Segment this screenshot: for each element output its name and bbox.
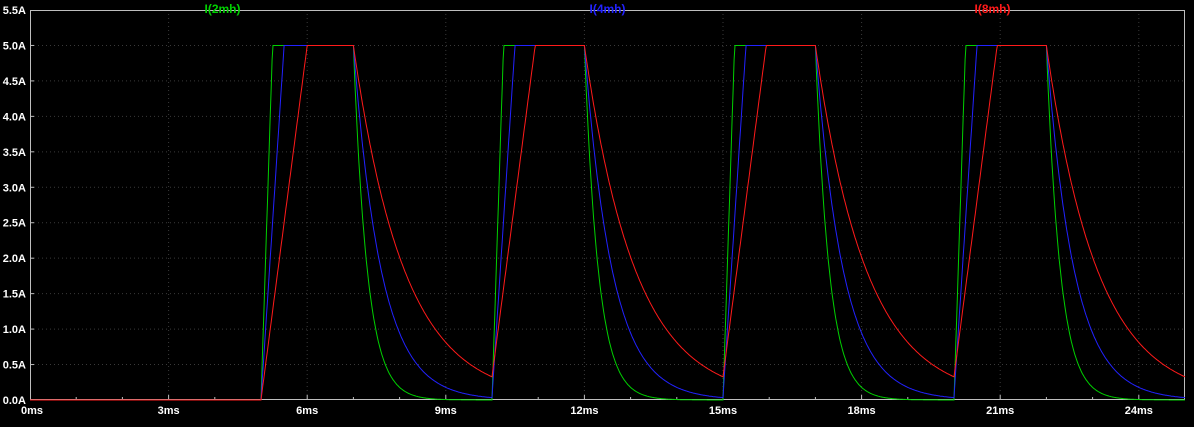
plot-border — [30, 10, 1185, 400]
y-axis-label: 4.0A — [3, 111, 26, 123]
y-axis-label: 1.5A — [3, 289, 26, 301]
y-axis-label: 1.0A — [3, 324, 26, 336]
y-axis-label: 5.0A — [3, 40, 26, 52]
y-axis-label: 2.0A — [3, 253, 26, 265]
waveform-trace-8mh — [30, 45, 1186, 401]
y-axis-label: 4.5A — [3, 76, 26, 88]
x-axis-label: 6ms — [296, 405, 318, 417]
x-axis-label: 0ms — [21, 405, 43, 417]
y-axis-label: 2.5A — [3, 218, 26, 230]
x-axis-label: 18ms — [848, 405, 876, 417]
x-axis-label: 24ms — [1125, 405, 1153, 417]
y-axis-label: 3.0A — [3, 182, 26, 194]
x-axis-label: 9ms — [435, 405, 457, 417]
x-axis-label: 15ms — [709, 405, 737, 417]
legend-trace-2mh[interactable]: I(2mh) — [204, 2, 241, 16]
x-axis-label: 12ms — [570, 405, 598, 417]
x-axis-label: 3ms — [158, 405, 180, 417]
legend-trace-8mh[interactable]: I(8mh) — [974, 2, 1011, 16]
x-axis-label: 21ms — [986, 405, 1014, 417]
y-axis-label: 5.5A — [3, 5, 26, 17]
y-axis-label: 0.0A — [3, 395, 26, 407]
legend: I(2mh) I(4mh) I(8mh) — [0, 0, 1194, 18]
legend-trace-4mh[interactable]: I(4mh) — [589, 2, 626, 16]
y-axis-label: 0.5A — [3, 360, 26, 372]
waveform-trace-2mh — [30, 45, 1185, 401]
y-axis-label: 3.5A — [3, 147, 26, 159]
waveform-trace-4mh — [30, 45, 1186, 401]
